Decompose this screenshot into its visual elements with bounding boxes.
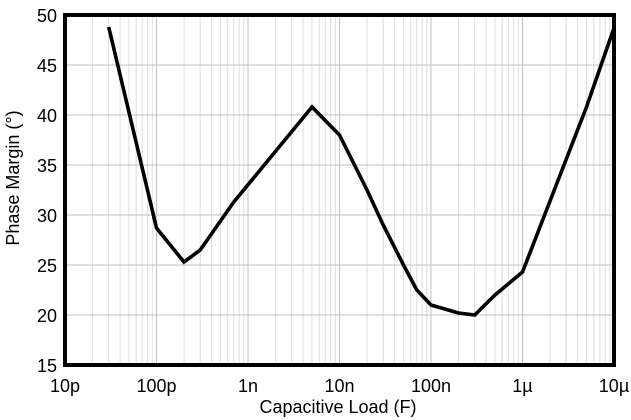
x-tick-label: 100n [411,376,451,396]
y-tick-label: 20 [37,306,57,326]
x-tick-label: 1µ [512,376,532,396]
phase-margin-curve [106,26,616,317]
minor-gridlines [92,15,611,365]
y-tick-label: 30 [37,206,57,226]
x-axis-title: Capacitive Load (F) [259,397,416,417]
x-tick-label: 10n [324,376,354,396]
y-tick-label: 50 [37,6,57,26]
y-tick-label: 45 [37,56,57,76]
y-tick-label: 25 [37,256,57,276]
x-tick-label: 10p [50,376,80,396]
plot-frame [63,13,616,367]
x-tick-label: 100p [136,376,176,396]
y-axis-tick-labels: 15 20 25 30 35 40 45 50 [37,6,57,376]
x-tick-label: 1n [238,376,258,396]
x-tick-label: 10µ [599,376,629,396]
y-axis-title: Phase Margin (°) [3,110,23,245]
y-tick-label: 40 [37,106,57,126]
y-tick-label: 35 [37,156,57,176]
major-gridlines [65,15,614,365]
x-axis-tick-labels: 10p 100p 1n 10n 100n 1µ 10µ [50,376,629,396]
y-tick-label: 15 [37,356,57,376]
